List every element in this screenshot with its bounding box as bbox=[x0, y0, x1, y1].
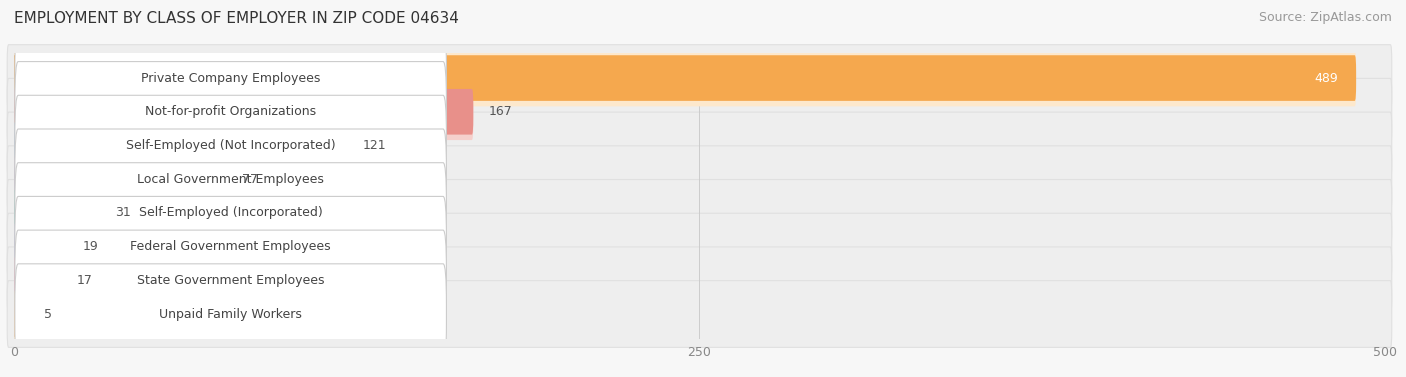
FancyBboxPatch shape bbox=[13, 257, 62, 303]
FancyBboxPatch shape bbox=[13, 55, 1357, 101]
FancyBboxPatch shape bbox=[13, 286, 30, 342]
Text: Source: ZipAtlas.com: Source: ZipAtlas.com bbox=[1258, 11, 1392, 24]
FancyBboxPatch shape bbox=[13, 151, 226, 207]
Text: Local Government Employees: Local Government Employees bbox=[138, 173, 325, 186]
FancyBboxPatch shape bbox=[15, 95, 447, 196]
Text: Self-Employed (Not Incorporated): Self-Employed (Not Incorporated) bbox=[127, 139, 336, 152]
Text: 489: 489 bbox=[1315, 72, 1339, 84]
FancyBboxPatch shape bbox=[7, 213, 1392, 280]
FancyBboxPatch shape bbox=[13, 218, 67, 275]
Text: 17: 17 bbox=[77, 274, 93, 287]
Text: State Government Employees: State Government Employees bbox=[136, 274, 325, 287]
FancyBboxPatch shape bbox=[13, 89, 474, 135]
FancyBboxPatch shape bbox=[15, 163, 447, 263]
FancyBboxPatch shape bbox=[15, 230, 447, 331]
FancyBboxPatch shape bbox=[13, 185, 100, 241]
FancyBboxPatch shape bbox=[13, 291, 30, 337]
Text: 77: 77 bbox=[242, 173, 257, 186]
Text: 167: 167 bbox=[488, 105, 512, 118]
FancyBboxPatch shape bbox=[15, 264, 447, 364]
FancyBboxPatch shape bbox=[7, 146, 1392, 213]
FancyBboxPatch shape bbox=[7, 112, 1392, 179]
FancyBboxPatch shape bbox=[15, 61, 447, 162]
Text: Federal Government Employees: Federal Government Employees bbox=[131, 240, 330, 253]
FancyBboxPatch shape bbox=[13, 156, 226, 202]
FancyBboxPatch shape bbox=[13, 190, 100, 236]
FancyBboxPatch shape bbox=[13, 252, 62, 309]
Text: Not-for-profit Organizations: Not-for-profit Organizations bbox=[145, 105, 316, 118]
FancyBboxPatch shape bbox=[13, 50, 1357, 106]
Text: Unpaid Family Workers: Unpaid Family Workers bbox=[159, 308, 302, 320]
FancyBboxPatch shape bbox=[15, 196, 447, 297]
FancyBboxPatch shape bbox=[7, 247, 1392, 314]
FancyBboxPatch shape bbox=[15, 129, 447, 229]
FancyBboxPatch shape bbox=[13, 83, 474, 140]
Text: Private Company Employees: Private Company Employees bbox=[141, 72, 321, 84]
FancyBboxPatch shape bbox=[7, 280, 1392, 347]
Text: 31: 31 bbox=[115, 206, 131, 219]
FancyBboxPatch shape bbox=[7, 179, 1392, 246]
Text: 19: 19 bbox=[83, 240, 98, 253]
FancyBboxPatch shape bbox=[13, 123, 347, 168]
FancyBboxPatch shape bbox=[15, 28, 447, 128]
Text: Self-Employed (Incorporated): Self-Employed (Incorporated) bbox=[139, 206, 322, 219]
Text: 121: 121 bbox=[363, 139, 385, 152]
FancyBboxPatch shape bbox=[13, 117, 347, 174]
Text: 5: 5 bbox=[44, 308, 52, 320]
FancyBboxPatch shape bbox=[7, 78, 1392, 145]
FancyBboxPatch shape bbox=[13, 224, 67, 270]
Text: EMPLOYMENT BY CLASS OF EMPLOYER IN ZIP CODE 04634: EMPLOYMENT BY CLASS OF EMPLOYER IN ZIP C… bbox=[14, 11, 458, 26]
FancyBboxPatch shape bbox=[7, 45, 1392, 112]
